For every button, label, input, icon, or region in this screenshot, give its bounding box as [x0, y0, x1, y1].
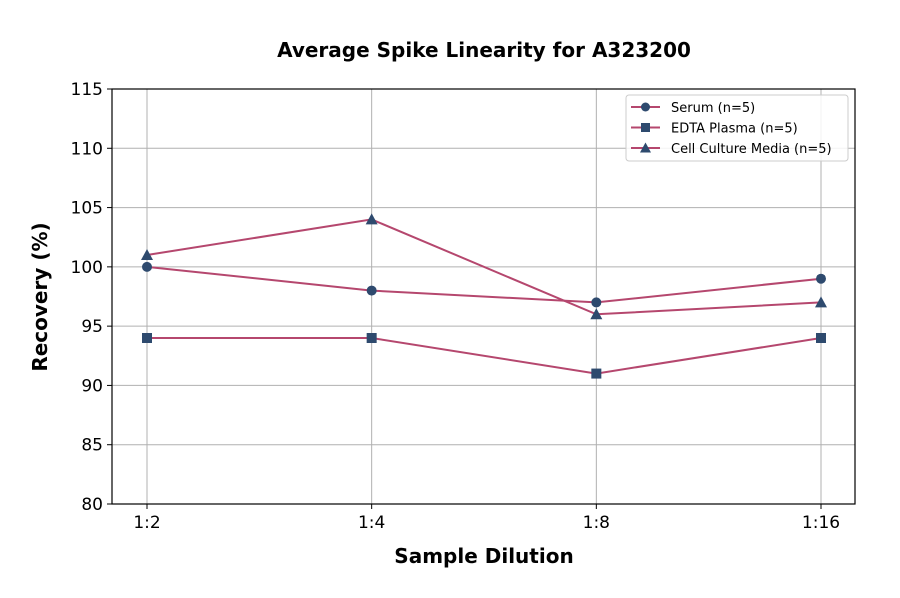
x-tick-label: 1:2 [133, 513, 160, 533]
chart-title: Average Spike Linearity for A323200 [277, 38, 691, 62]
x-axis-label: Sample Dilution [394, 544, 573, 568]
y-tick-label: 115 [71, 80, 103, 100]
circle-marker [142, 261, 152, 272]
x-tick-label: 1:8 [583, 513, 610, 533]
triangle-marker [141, 249, 153, 260]
triangle-marker [590, 308, 603, 320]
circle-marker [816, 273, 826, 284]
x-tick-label: 1:16 [802, 513, 840, 533]
series-square [142, 333, 826, 379]
circle-marker [591, 297, 602, 308]
circle-marker [366, 285, 377, 296]
series-line [146, 265, 822, 304]
legend-item: EDTA Plasma (n=5) [631, 122, 798, 137]
y-tick-label: 100 [71, 258, 103, 278]
square-marker [366, 333, 377, 343]
legend-label: EDTA Plasma (n=5) [671, 122, 798, 137]
series-triangle [141, 213, 827, 320]
circle-marker [641, 102, 650, 112]
triangle-marker [640, 142, 651, 153]
y-tick-label: 105 [71, 199, 103, 219]
square-marker [591, 368, 602, 379]
y-tick-label: 85 [81, 436, 103, 456]
square-marker [816, 333, 826, 343]
legend-label: Serum (n=5) [671, 101, 755, 116]
square-marker [142, 333, 152, 343]
series-line [146, 218, 822, 316]
axis-ticks: 80 85 90 95 100 105 110 115 1:2 1:4 1:8 1:16 [71, 80, 841, 533]
legend-item: Cell Culture Media (n=5) [631, 142, 832, 157]
legend-item: Serum (n=5) [631, 101, 755, 116]
series-group [141, 213, 827, 379]
y-tick-label: 80 [81, 495, 103, 515]
y-axis-label: Recovery (%) [28, 222, 52, 371]
y-tick-label: 95 [81, 317, 103, 337]
series-circle [142, 261, 826, 308]
series-line [147, 337, 822, 375]
legend: Serum (n=5) EDTA Plasma (n=5) Cell Culture… [625, 94, 849, 162]
square-marker [641, 123, 650, 132]
triangle-marker [815, 296, 827, 308]
plot-frame [111, 88, 856, 505]
triangle-marker [365, 213, 378, 225]
y-tick-label: 90 [81, 376, 103, 396]
y-tick-label: 110 [71, 139, 103, 159]
legend-label: Cell Culture Media (n=5) [671, 142, 832, 157]
legend-box [625, 94, 849, 162]
x-tick-label: 1:4 [358, 513, 385, 533]
